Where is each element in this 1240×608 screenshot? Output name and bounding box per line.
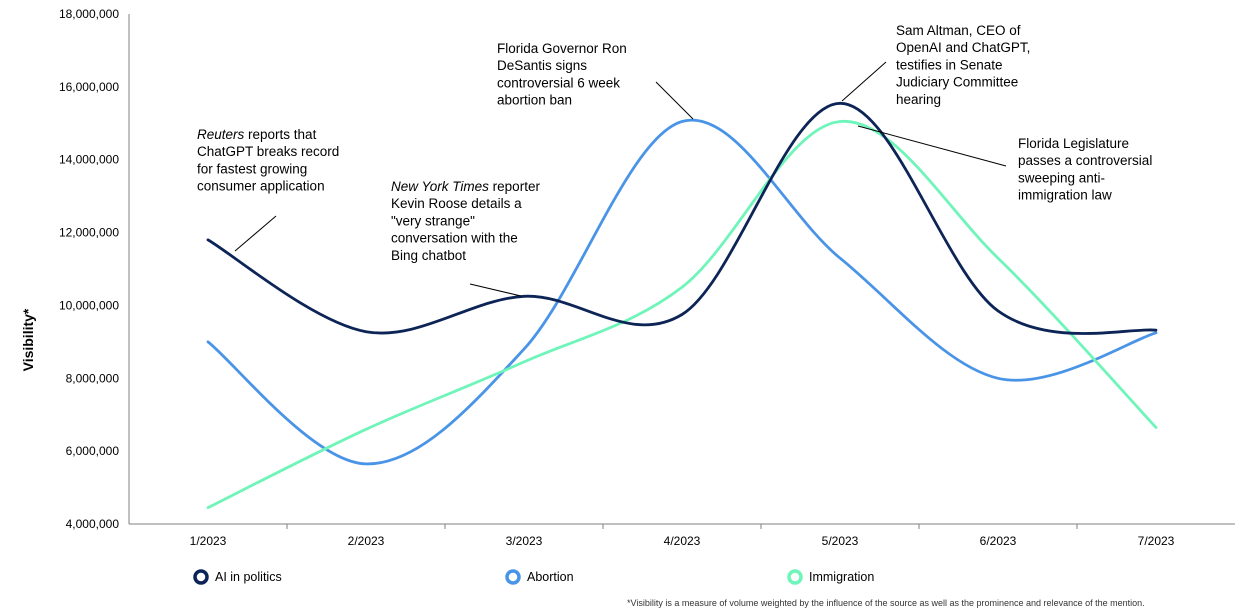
leader-line-nyt bbox=[469, 283, 522, 297]
annotation-line: Florida Governor Ron bbox=[497, 41, 627, 56]
annotations: Reuters reports that ChatGPT breaks recor… bbox=[197, 23, 1152, 263]
annotation-leader-lines bbox=[234, 61, 1007, 297]
y-tick-label: 6,000,000 bbox=[66, 444, 120, 458]
annotation-line: controversial 6 week bbox=[497, 75, 620, 90]
annotation-line: testifies in Senate bbox=[896, 57, 1003, 72]
annotation: Florida Legislature passes a controversia… bbox=[1018, 136, 1152, 203]
legend-label: Immigration bbox=[809, 570, 874, 584]
annotation-line: abortion ban bbox=[497, 93, 572, 108]
annotation-line: Kevin Roose details a bbox=[391, 196, 522, 211]
annotation-line: "very strange" bbox=[391, 213, 475, 228]
legend-item-ai-in-politics: AI in politics bbox=[193, 569, 282, 585]
annotation-line: OpenAI and ChatGPT, bbox=[896, 40, 1030, 55]
annotation-line: immigration law bbox=[1018, 188, 1112, 203]
legend-marker bbox=[787, 569, 803, 585]
x-tick-label: 7/2023 bbox=[1138, 534, 1175, 548]
annotation: New York Times reporter Kevin Roose detai… bbox=[391, 179, 540, 263]
leader-line-reuters bbox=[234, 215, 277, 252]
legend-marker bbox=[505, 569, 521, 585]
x-tick-label: 3/2023 bbox=[506, 534, 543, 548]
y-axis-label: Visibility* bbox=[20, 308, 36, 371]
x-tick-label: 4/2023 bbox=[664, 534, 701, 548]
y-tick-labels: 4,000,000 6,000,000 8,000,000 10,000,000 12,… bbox=[59, 7, 119, 531]
legend-label: Abortion bbox=[527, 570, 574, 584]
annotation-line: Sam Altman, CEO of bbox=[896, 23, 1021, 38]
annotation-line: Judiciary Committee bbox=[896, 75, 1018, 90]
leader-line-desantis bbox=[655, 81, 694, 120]
annotation-line: consumer application bbox=[197, 179, 325, 194]
y-tick-label: 14,000,000 bbox=[59, 153, 119, 167]
annotation: Florida Governor Ron DeSantis signs contro… bbox=[497, 41, 627, 108]
y-tick-label: 8,000,000 bbox=[66, 371, 120, 385]
y-tick-label: 4,000,000 bbox=[66, 517, 120, 531]
annotation-line: conversation with the bbox=[391, 231, 518, 246]
annotation-line: Bing chatbot bbox=[391, 248, 466, 263]
series-line-abortion bbox=[206, 118, 1158, 466]
y-tick-label: 16,000,000 bbox=[59, 80, 119, 94]
annotation-line: ChatGPT breaks record bbox=[197, 144, 339, 159]
y-tick-label: 12,000,000 bbox=[59, 226, 119, 240]
annotation-line: New York Times reporter bbox=[391, 179, 540, 194]
annotation: Sam Altman, CEO of OpenAI and ChatGPT, tes… bbox=[896, 23, 1030, 107]
annotation-line: DeSantis signs bbox=[497, 58, 587, 73]
y-tick-label: 10,000,000 bbox=[59, 298, 119, 312]
annotation-line: sweeping anti- bbox=[1018, 170, 1105, 185]
x-tick-label: 1/2023 bbox=[190, 534, 227, 548]
annotation-line: Reuters reports that bbox=[197, 127, 317, 142]
footnote: *Visibility is a measure of volume weigh… bbox=[627, 598, 1145, 608]
annotation-line: passes a controversial bbox=[1018, 153, 1152, 168]
legend-marker bbox=[193, 569, 209, 585]
axes bbox=[128, 14, 1235, 525]
annotation-line: for fastest growing bbox=[197, 161, 307, 176]
y-tick-label: 18,000,000 bbox=[59, 7, 119, 21]
legend-label: AI in politics bbox=[215, 570, 282, 584]
legend: AI in politics Abortion Immigration bbox=[193, 569, 874, 585]
legend-item-abortion: Abortion bbox=[505, 569, 574, 585]
x-tick-label: 5/2023 bbox=[822, 534, 859, 548]
x-tick-label: 6/2023 bbox=[980, 534, 1017, 548]
series-lines bbox=[206, 101, 1158, 510]
series-line-ai-in-politics bbox=[206, 101, 1158, 335]
x-tick-labels: 1/2023 2/2023 3/2023 4/2023 5/2023 6/2023 7/20… bbox=[190, 524, 1175, 548]
annotation: Reuters reports that ChatGPT breaks recor… bbox=[197, 127, 339, 194]
annotation-line: Florida Legislature bbox=[1018, 136, 1129, 151]
annotation-line: hearing bbox=[896, 92, 941, 107]
leader-line-florida-legislature bbox=[857, 125, 1007, 167]
legend-item-immigration: Immigration bbox=[787, 569, 874, 585]
leader-line-altman bbox=[841, 61, 887, 102]
series-line-immigration bbox=[206, 120, 1158, 510]
x-tick-label: 2/2023 bbox=[348, 534, 385, 548]
